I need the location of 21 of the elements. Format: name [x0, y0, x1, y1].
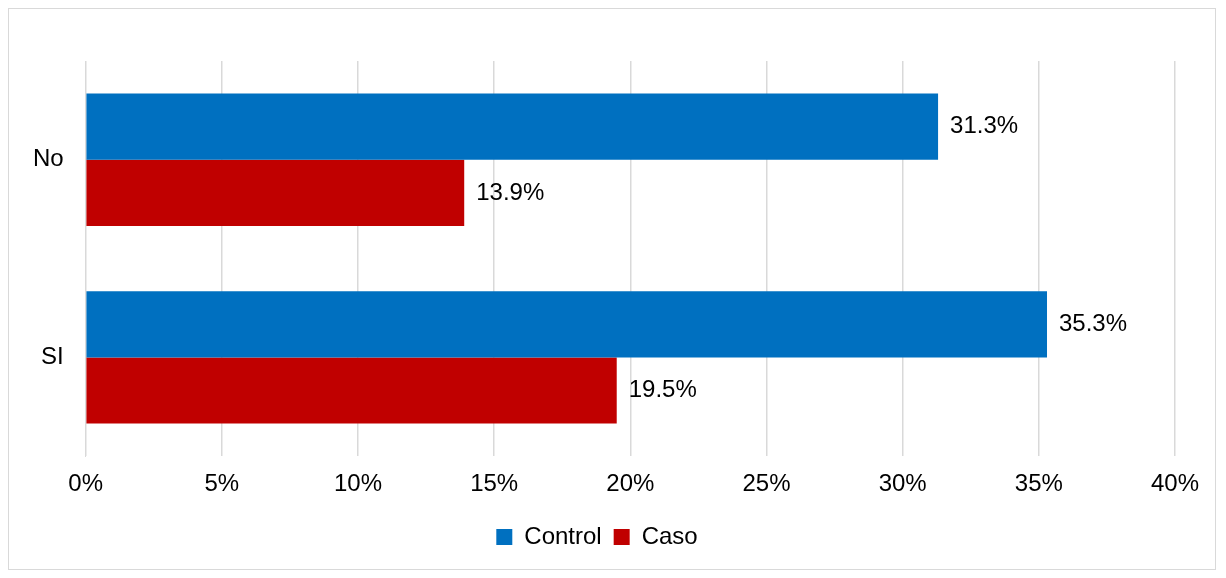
legend-label: Control [524, 521, 602, 549]
x-tick-label: 5% [204, 469, 240, 497]
x-tick-label: 40% [1150, 469, 1200, 497]
data-label: 13.9% [476, 177, 545, 205]
bar [86, 357, 617, 424]
bar [86, 159, 465, 226]
x-tick-label: 35% [1014, 469, 1063, 497]
x-tick-label: 0% [68, 469, 104, 497]
y-tick-label: No [32, 144, 64, 172]
y-tick-label: SI [40, 342, 64, 370]
x-tick-label: 30% [878, 469, 927, 497]
bar [86, 291, 1048, 358]
data-label: 35.3% [1059, 308, 1128, 336]
data-label: 31.3% [950, 111, 1019, 139]
x-tick-label: 10% [333, 469, 383, 497]
x-tick-label: 15% [470, 469, 519, 497]
x-tick-label: 25% [742, 469, 791, 497]
x-tick-label: 20% [606, 469, 655, 497]
data-label: 19.5% [628, 375, 697, 403]
legend-label: Caso [641, 521, 698, 549]
bar [86, 93, 939, 160]
